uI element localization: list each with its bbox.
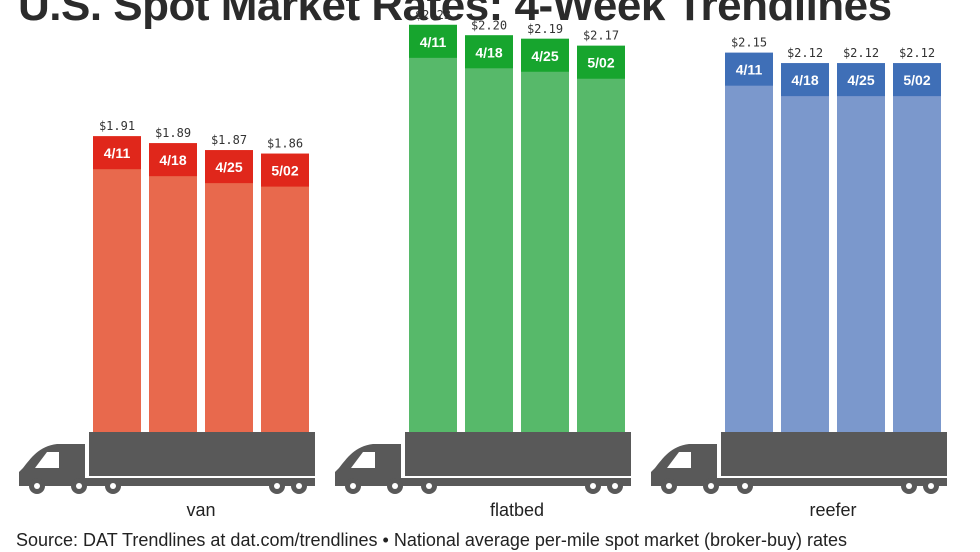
value-label-flatbed-4: $2.17 xyxy=(583,29,619,43)
hubcap-reefer-5 xyxy=(928,483,934,489)
bar-cap-flatbed-4 xyxy=(577,45,625,79)
trailer-reefer xyxy=(721,432,947,476)
bar-cap-flatbed-3 xyxy=(521,38,569,72)
bar-cap-reefer-2 xyxy=(781,63,829,97)
week-label-van-2: 4/18 xyxy=(159,152,186,168)
trailer-van xyxy=(89,432,315,476)
value-label-van-3: $1.87 xyxy=(211,133,247,147)
hubcap-van-5 xyxy=(296,483,302,489)
week-label-van-1: 4/11 xyxy=(104,145,131,161)
bar-cap-reefer-1 xyxy=(725,52,773,86)
truck-window-flatbed xyxy=(351,452,375,468)
bar-flatbed-1 xyxy=(409,24,457,433)
hubcap-reefer-3 xyxy=(742,483,748,489)
hubcap-van-3 xyxy=(110,483,116,489)
truck-chassis-van xyxy=(19,478,315,486)
hubcap-flatbed-3 xyxy=(426,483,432,489)
hubcap-flatbed-4 xyxy=(590,483,596,489)
bar-reefer-4 xyxy=(893,63,941,433)
bar-van-4 xyxy=(261,153,309,432)
value-label-flatbed-1: $2.23 xyxy=(415,8,451,22)
bar-cap-reefer-4 xyxy=(893,63,941,97)
week-label-reefer-2: 4/18 xyxy=(791,72,818,88)
truck-window-reefer xyxy=(667,452,691,468)
value-label-van-4: $1.86 xyxy=(267,137,303,151)
trailer-flatbed xyxy=(405,432,631,476)
category-label-flatbed: flatbed xyxy=(490,500,544,520)
bar-reefer-2 xyxy=(781,63,829,433)
bar-cap-van-1 xyxy=(93,136,141,170)
bar-cap-reefer-3 xyxy=(837,63,885,97)
bar-van-3 xyxy=(205,150,253,432)
week-label-van-3: 4/25 xyxy=(215,159,242,175)
hubcap-flatbed-5 xyxy=(612,483,618,489)
value-label-flatbed-3: $2.19 xyxy=(527,22,563,36)
bar-flatbed-4 xyxy=(577,45,625,432)
hubcap-van-1 xyxy=(34,483,40,489)
value-label-reefer-4: $2.12 xyxy=(899,46,935,60)
value-label-reefer-2: $2.12 xyxy=(787,46,823,60)
hubcap-van-2 xyxy=(76,483,82,489)
bar-cap-van-3 xyxy=(205,150,253,184)
week-label-reefer-3: 4/25 xyxy=(847,72,874,88)
hubcap-flatbed-1 xyxy=(350,483,356,489)
source-note: Source: DAT Trendlines at dat.com/trendl… xyxy=(16,530,847,550)
bar-cap-flatbed-2 xyxy=(465,35,513,69)
category-label-reefer: reefer xyxy=(809,500,856,520)
bar-flatbed-3 xyxy=(521,38,569,432)
value-label-van-2: $1.89 xyxy=(155,126,191,140)
bar-reefer-1 xyxy=(725,52,773,433)
truck-chassis-flatbed xyxy=(335,478,631,486)
bar-van-2 xyxy=(149,143,197,432)
week-label-reefer-4: 5/02 xyxy=(903,72,930,88)
value-label-reefer-3: $2.12 xyxy=(843,46,879,60)
bar-cap-van-4 xyxy=(261,153,309,187)
bar-reefer-3 xyxy=(837,63,885,433)
hubcap-reefer-1 xyxy=(666,483,672,489)
bar-cap-flatbed-1 xyxy=(409,24,457,58)
value-label-flatbed-2: $2.20 xyxy=(471,18,507,32)
hubcap-van-4 xyxy=(274,483,280,489)
bar-flatbed-2 xyxy=(465,35,513,432)
bar-van-1 xyxy=(93,136,141,432)
week-label-flatbed-2: 4/18 xyxy=(475,44,502,60)
week-label-flatbed-4: 5/02 xyxy=(587,55,614,71)
value-label-van-1: $1.91 xyxy=(99,119,135,133)
truck-chassis-reefer xyxy=(651,478,947,486)
week-label-van-4: 5/02 xyxy=(271,163,298,179)
bar-cap-van-2 xyxy=(149,143,197,177)
hubcap-reefer-2 xyxy=(708,483,714,489)
week-label-flatbed-1: 4/11 xyxy=(420,34,447,50)
truck-window-van xyxy=(35,452,59,468)
value-label-reefer-1: $2.15 xyxy=(731,36,767,50)
hubcap-reefer-4 xyxy=(906,483,912,489)
week-label-reefer-1: 4/11 xyxy=(736,62,763,78)
hubcap-flatbed-2 xyxy=(392,483,398,489)
week-label-flatbed-3: 4/25 xyxy=(531,48,558,64)
category-label-van: van xyxy=(186,500,215,520)
